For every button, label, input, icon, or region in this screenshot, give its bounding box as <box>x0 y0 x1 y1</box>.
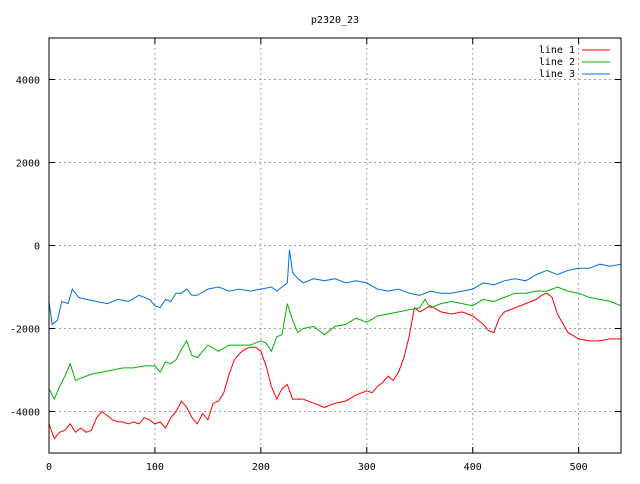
axis-ticks: 0 100 200 300 400 500 -4000 -2000 0 2000 4000 <box>10 38 621 473</box>
series-line-1 <box>48 292 621 440</box>
x-tick-label: 200 <box>252 462 270 473</box>
legend-label: line 2 <box>539 57 575 68</box>
y-tick-label: 4000 <box>16 76 40 87</box>
series-line-2 <box>48 286 622 401</box>
legend-label: line 1 <box>539 45 575 56</box>
grid <box>49 38 621 453</box>
y-tick-label: -2000 <box>10 325 40 336</box>
legend-label: line 3 <box>539 69 575 80</box>
x-tick-label: 400 <box>464 462 482 473</box>
y-tick-label: -4000 <box>10 408 40 419</box>
x-tick-label: 500 <box>570 462 588 473</box>
x-tick-label: 300 <box>358 462 376 473</box>
x-tick-label: 0 <box>46 462 52 473</box>
series-lines <box>48 249 622 440</box>
chart-title: p2320_23 <box>311 15 359 26</box>
x-tick-label: 100 <box>146 462 164 473</box>
series-line-3 <box>48 249 622 326</box>
y-tick-label: 2000 <box>16 159 40 170</box>
y-tick-label: 0 <box>34 242 40 253</box>
